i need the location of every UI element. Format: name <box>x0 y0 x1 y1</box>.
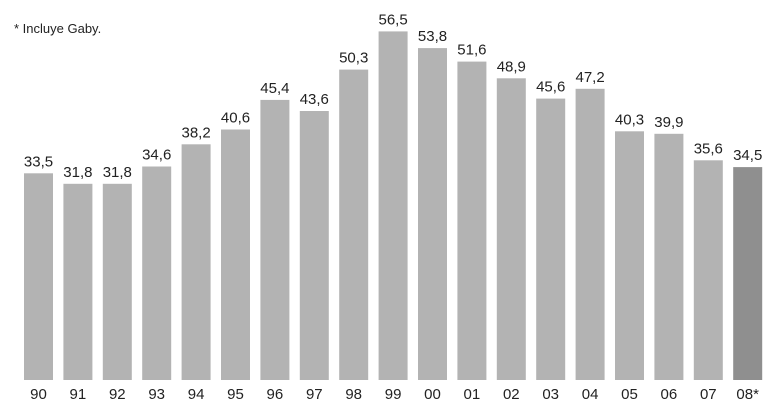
value-label: 53,8 <box>418 28 447 45</box>
value-label: 43,6 <box>300 91 329 108</box>
x-tick-label: 97 <box>306 386 323 403</box>
value-label: 50,3 <box>339 50 368 67</box>
bar-90 <box>24 173 53 380</box>
bars-group <box>24 31 763 381</box>
bar-05 <box>615 131 644 380</box>
value-label: 45,6 <box>536 79 565 96</box>
bar-03 <box>536 98 566 380</box>
x-tick-label: 95 <box>227 386 244 403</box>
x-tick-label: 07 <box>700 386 717 403</box>
x-tick-label: 06 <box>661 386 678 403</box>
bar-97 <box>299 111 329 380</box>
value-label: 34,5 <box>733 147 762 164</box>
value-label: 47,2 <box>575 69 604 86</box>
bar-04 <box>575 88 605 381</box>
bar-07 <box>693 160 723 380</box>
x-tick-label: 90 <box>30 386 47 403</box>
x-tick-label: 02 <box>503 386 520 403</box>
value-label: 48,9 <box>497 58 526 75</box>
bar-92 <box>102 183 132 380</box>
bar-93 <box>142 166 172 380</box>
bar-91 <box>63 183 93 380</box>
value-label: 45,4 <box>260 80 289 97</box>
bar-00 <box>418 48 447 380</box>
value-label: 38,2 <box>181 124 210 141</box>
x-tick-label: 01 <box>464 386 481 403</box>
value-label: 31,8 <box>63 164 92 181</box>
value-label: 39,9 <box>654 114 683 131</box>
value-labels-group: 33,5 31,8 31,8 34,6 38,2 40,6 45,4 43,6 50,3 56,5… <box>24 11 762 180</box>
bar-94 <box>181 144 211 380</box>
x-axis-labels: 90 91 92 93 94 95 96 97 98 99 00 01 02 03 04 05 06 07 08* <box>30 386 759 403</box>
x-tick-label: 03 <box>542 386 559 403</box>
bar-06 <box>654 133 684 380</box>
value-label: 40,6 <box>221 110 250 127</box>
x-tick-label: 96 <box>267 386 284 403</box>
bar-01 <box>457 61 487 380</box>
x-tick-label: 94 <box>188 386 205 403</box>
value-label: 40,3 <box>615 111 644 128</box>
value-label: 35,6 <box>694 140 723 157</box>
value-label: 34,6 <box>142 147 171 164</box>
bar-02 <box>496 78 526 381</box>
x-tick-label: 91 <box>70 386 87 403</box>
value-label: 31,8 <box>103 164 132 181</box>
value-label: 51,6 <box>457 42 486 59</box>
x-tick-label: 98 <box>345 386 362 403</box>
bar-96 <box>260 99 290 381</box>
x-tick-label: 99 <box>385 386 402 403</box>
bar-08-star <box>733 167 763 380</box>
x-tick-label: 04 <box>582 386 599 403</box>
value-label: 33,5 <box>24 153 53 170</box>
bar-95 <box>221 129 250 380</box>
bar-99 <box>378 31 408 381</box>
x-tick-label: 05 <box>621 386 638 403</box>
bar-98 <box>339 69 369 380</box>
x-tick-label: 92 <box>109 386 126 403</box>
value-label: 56,5 <box>378 11 407 28</box>
x-tick-label: 00 <box>424 386 441 403</box>
x-tick-label: 93 <box>148 386 165 403</box>
x-tick-label: 08* <box>736 386 759 403</box>
chart-note: * Incluye Gaby. <box>14 21 101 36</box>
